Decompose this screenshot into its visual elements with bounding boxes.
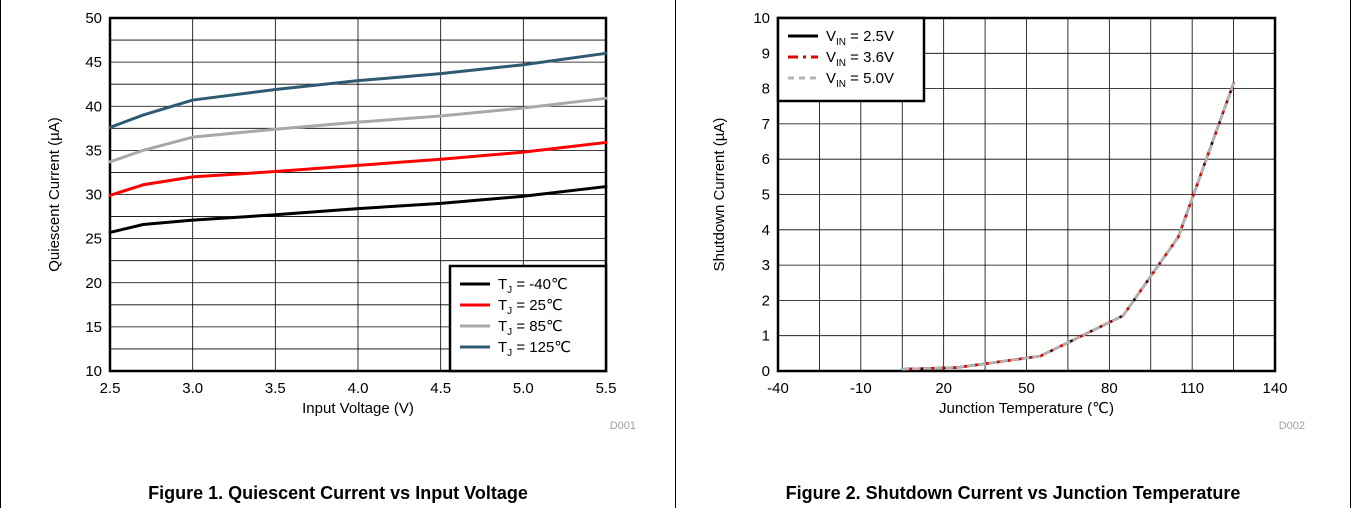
x-tick-label: 3.5 xyxy=(265,380,286,397)
figure-code: D002 xyxy=(1279,420,1305,432)
x-tick-label: 110 xyxy=(1180,380,1204,397)
x-tick-label: -10 xyxy=(850,380,872,397)
y-tick-label: 30 xyxy=(85,187,102,204)
y-tick-label: 10 xyxy=(85,363,102,380)
y-axis-label: Quiescent Current (µA) xyxy=(46,117,63,272)
legend-label: VIN = 5.0V xyxy=(826,70,894,90)
y-tick-label: 1 xyxy=(762,328,770,345)
x-tick-label: 5.0 xyxy=(513,380,534,397)
y-tick-label: 6 xyxy=(762,151,770,168)
y-tick-label: 25 xyxy=(85,231,102,248)
x-tick-label: 140 xyxy=(1262,380,1287,397)
legend-label: TJ = 25℃ xyxy=(498,297,563,317)
series-line-3 xyxy=(108,51,608,129)
series-line-2 xyxy=(108,96,608,164)
x-tick-label: 80 xyxy=(1101,380,1118,397)
x-tick-label: 5.5 xyxy=(596,380,617,397)
legend-label: VIN = 3.6V xyxy=(826,49,894,69)
y-tick-label: 50 xyxy=(85,10,102,27)
y-tick-label: 20 xyxy=(85,275,102,292)
x-tick-label: 4.0 xyxy=(348,380,369,397)
y-tick-label: 2 xyxy=(762,292,770,309)
shutdown-current-chart: -40 -10 20 50 80 110 140 0 1 2 3 4 5 6 7 8 9 10 Junction T… xyxy=(711,10,1305,432)
plot-frame xyxy=(776,16,1277,373)
x-tick-label: 4.5 xyxy=(430,380,451,397)
y-tick-label: 7 xyxy=(762,116,770,133)
x-axis-label: Input Voltage (V) xyxy=(302,400,414,417)
y-tick-label: 15 xyxy=(85,319,102,336)
figure-2-caption: Figure 2. Shutdown Current vs Junction T… xyxy=(785,483,1241,503)
series-line-0 xyxy=(108,185,608,234)
y-tick-label: 35 xyxy=(85,142,102,159)
legend-label: TJ = -40℃ xyxy=(498,276,568,296)
x-tick-label: -40 xyxy=(767,380,789,397)
x-tick-label: 3.0 xyxy=(182,380,203,397)
legend-box xyxy=(776,16,926,103)
legend-label: VIN = 2.5V xyxy=(826,28,894,48)
figure-1-caption: Figure 1. Quiescent Current vs Input Vol… xyxy=(148,483,528,503)
x-tick-label: 50 xyxy=(1018,380,1035,397)
y-tick-label: 0 xyxy=(762,363,770,380)
y-tick-label: 8 xyxy=(762,81,770,98)
x-axis-label: Junction Temperature (℃) xyxy=(939,400,1114,417)
y-axis-label: Shutdown Current (µA) xyxy=(711,118,728,272)
legend-label: TJ = 85℃ xyxy=(498,318,563,338)
figure-code: D001 xyxy=(610,420,636,432)
y-tick-label: 45 xyxy=(85,54,102,71)
series-line-2 xyxy=(901,82,1235,371)
y-tick-label: 10 xyxy=(753,10,770,27)
figure-1-panel: 2.5 3.0 3.5 4.0 4.5 5.0 5.5 10 15 20 25 30 35 40 45 50 I… xyxy=(0,0,676,508)
y-tick-label: 4 xyxy=(762,222,770,239)
x-tick-label: 2.5 xyxy=(100,380,121,397)
series-line-1 xyxy=(108,140,608,197)
figure-2-panel: -40 -10 20 50 80 110 140 0 1 2 3 4 5 6 7 8 9 10 Junction T… xyxy=(676,0,1351,508)
quiescent-current-chart: 2.5 3.0 3.5 4.0 4.5 5.0 5.5 10 15 20 25 30 35 40 45 50 I… xyxy=(46,10,636,432)
y-tick-label: 9 xyxy=(762,45,770,62)
y-tick-label: 5 xyxy=(762,187,770,204)
y-tick-label: 3 xyxy=(762,257,770,274)
x-tick-label: 20 xyxy=(935,380,952,397)
y-tick-label: 40 xyxy=(85,98,102,115)
legend-label: TJ = 125℃ xyxy=(498,339,571,359)
